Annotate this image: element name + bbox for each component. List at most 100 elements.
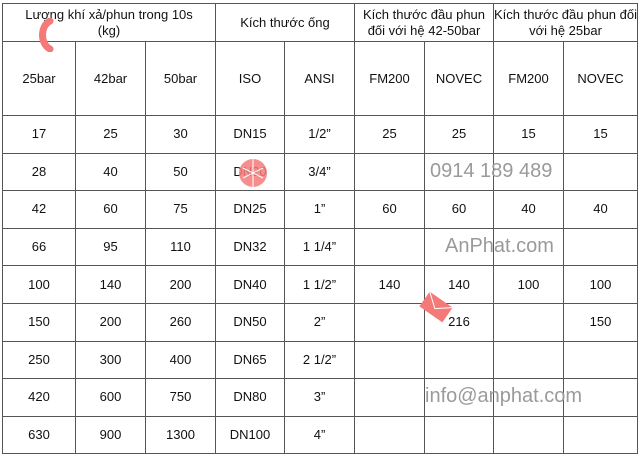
table-cell: 900 (75, 415, 146, 455)
table-cell: 600 (75, 378, 146, 417)
table-cell: 1/2” (284, 115, 355, 154)
table-cell: 40 (75, 152, 146, 192)
column-header: NOVEC (563, 41, 638, 116)
column-header: NOVEC (424, 41, 494, 116)
table-cell: 15 (493, 115, 564, 154)
table-cell: 17 (2, 115, 76, 154)
table-row: 100 140 200 DN40 1 1/2” 140 140 100 100 (2, 265, 638, 304)
table-cell: 1300 (145, 415, 216, 455)
table-cell: 110 (145, 227, 216, 267)
table-cell: 1 1/4” (284, 227, 355, 267)
table-cell: DN65 (215, 340, 285, 380)
table-cell: 40 (493, 190, 564, 229)
table-cell: 28 (2, 152, 76, 192)
nozzle-size-table: Lượng khí xả/phun trong 10s (kg) Kích th… (2, 3, 638, 455)
table-cell: 2” (284, 302, 355, 342)
table-cell: 40 (563, 190, 638, 229)
table-cell: 750 (145, 378, 216, 417)
table-cell: 250 (2, 340, 76, 380)
table-cell (563, 227, 638, 267)
table-cell: 150 (563, 302, 638, 342)
table-cell (563, 340, 638, 380)
column-header: FM200 (354, 41, 425, 116)
column-header: ANSI (284, 41, 355, 116)
table-cell: 50 (145, 152, 216, 192)
table-cell: 66 (2, 227, 76, 267)
table-cell (354, 152, 425, 192)
header-discharge-amount: Lượng khí xả/phun trong 10s (kg) (2, 3, 216, 42)
table-cell (493, 152, 564, 192)
table-cell: 25 (75, 115, 146, 154)
table-cell: 25 (424, 115, 494, 154)
table-row: 42 60 75 DN25 1” 60 60 40 40 (2, 190, 638, 229)
table-cell: 95 (75, 227, 146, 267)
table-cell: 216 (424, 302, 494, 342)
table-cell (424, 152, 494, 192)
table-cell: 100 (563, 265, 638, 304)
table-cell: 60 (354, 190, 425, 229)
table-cell: DN40 (215, 265, 285, 304)
header-nozzle-25bar: Kích thước đầu phun đối với hệ 25bar (493, 3, 638, 42)
table-cell: 100 (2, 265, 76, 304)
table-row: 630 900 1300 DN100 4” (2, 415, 638, 455)
table-cell: 150 (2, 302, 76, 342)
table-cell: 15 (563, 115, 638, 154)
table-cell: 4” (284, 415, 355, 455)
table-cell: 2 1/2” (284, 340, 355, 380)
table-cell (354, 415, 425, 455)
table-cell: 200 (145, 265, 216, 304)
table-cell: 60 (424, 190, 494, 229)
table-cell: 60 (75, 190, 146, 229)
table-cell: DN15 (215, 115, 285, 154)
table-cell: DN100 (215, 415, 285, 455)
table-cell: 630 (2, 415, 76, 455)
table-cell: 25 (354, 115, 425, 154)
table-cell: 75 (145, 190, 216, 229)
table-row: 150 200 260 DN50 2” 216 150 (2, 302, 638, 342)
table-cell (354, 378, 425, 417)
column-header: 50bar (145, 41, 216, 116)
table-cell (563, 152, 638, 192)
table-row: 28 40 50 DN20 3/4” (2, 152, 638, 192)
table-cell (493, 340, 564, 380)
table-row: 420 600 750 DN80 3” (2, 378, 638, 417)
table-cell (424, 378, 494, 417)
table-cell: 3/4” (284, 152, 355, 192)
column-header: ISO (215, 41, 285, 116)
column-header: FM200 (493, 41, 564, 116)
table-cell: 140 (424, 265, 494, 304)
table-cell: 200 (75, 302, 146, 342)
table-cell: 100 (493, 265, 564, 304)
table-cell: 3” (284, 378, 355, 417)
table-cell (354, 340, 425, 380)
table-row: 17 25 30 DN15 1/2” 25 25 15 15 (2, 115, 638, 154)
table-cell (563, 415, 638, 455)
table-cell (563, 378, 638, 417)
table-cell: 300 (75, 340, 146, 380)
table-cell: DN80 (215, 378, 285, 417)
table-cell: DN25 (215, 190, 285, 229)
table-cell (493, 378, 564, 417)
table-cell: 140 (75, 265, 146, 304)
table-cell (493, 302, 564, 342)
column-header: 42bar (75, 41, 146, 116)
table-row: 250 300 400 DN65 2 1/2” (2, 340, 638, 380)
table-cell: 42 (2, 190, 76, 229)
table-row: 66 95 110 DN32 1 1/4” (2, 227, 638, 267)
table-cell (424, 415, 494, 455)
table-cell (354, 302, 425, 342)
table-cell (424, 227, 494, 267)
table-cell: 260 (145, 302, 216, 342)
header-nozzle-42-50bar: Kích thước đầu phun đối với hệ 42-50bar (354, 3, 494, 42)
table-cell: DN32 (215, 227, 285, 267)
table-cell (424, 340, 494, 380)
table-cell: 420 (2, 378, 76, 417)
column-header: 25bar (2, 41, 76, 116)
table-cell: 1 1/2” (284, 265, 355, 304)
table-cell: 1” (284, 190, 355, 229)
table-cell: 30 (145, 115, 216, 154)
header-pipe-size: Kích thước ống (215, 3, 355, 42)
table-cell: DN20 (215, 152, 285, 192)
table-cell (493, 415, 564, 455)
table-cell (354, 227, 425, 267)
